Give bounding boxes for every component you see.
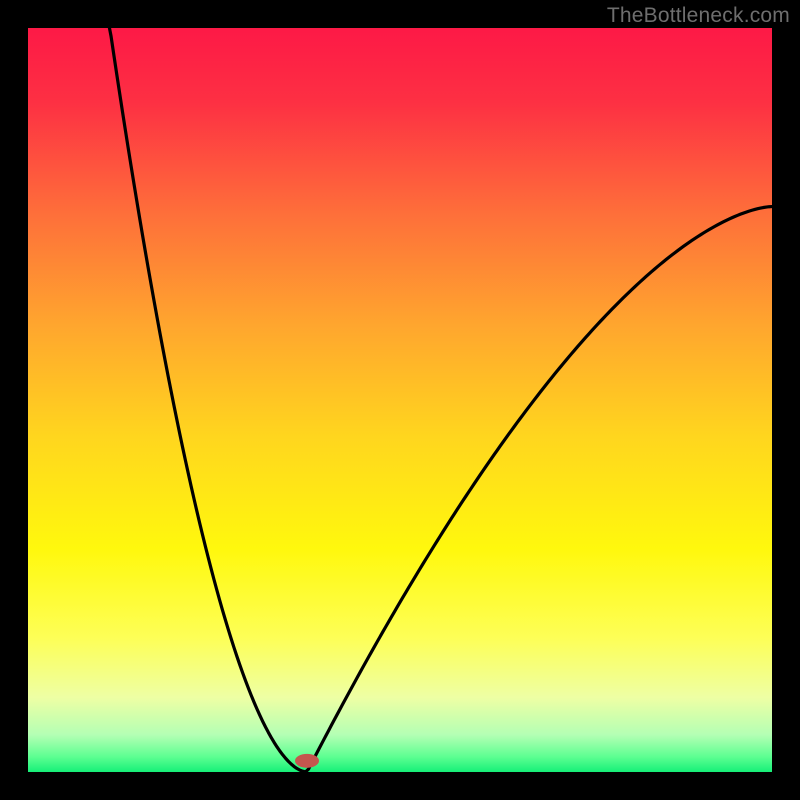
watermark-text: TheBottleneck.com xyxy=(607,4,790,28)
dip-marker xyxy=(295,754,319,768)
chart-container: TheBottleneck.com xyxy=(0,0,800,800)
bottleneck-curve-chart xyxy=(0,0,800,800)
chart-gradient-bg xyxy=(28,28,772,772)
